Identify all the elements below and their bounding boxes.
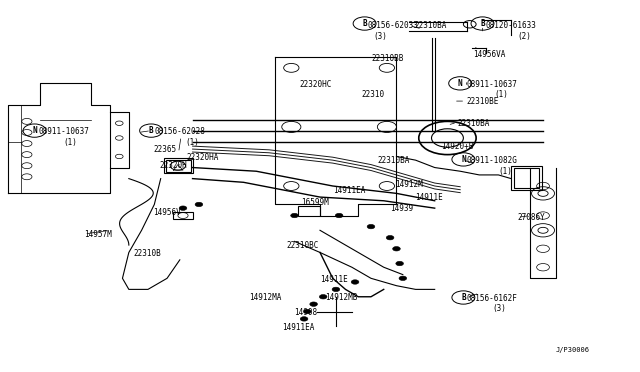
Text: 14911E: 14911E (320, 275, 348, 283)
Text: 08156-6162F: 08156-6162F (467, 294, 517, 303)
Text: 14908: 14908 (294, 308, 317, 317)
Text: (3): (3) (492, 304, 506, 313)
Text: 14911EA: 14911EA (333, 186, 365, 195)
Text: B: B (461, 293, 466, 302)
Text: 08120-61633: 08120-61633 (486, 21, 536, 30)
Circle shape (179, 206, 187, 211)
Text: N: N (458, 79, 463, 88)
Text: 22310B: 22310B (134, 249, 162, 258)
Text: (1): (1) (499, 167, 512, 176)
Text: 27086Y: 27086Y (518, 213, 545, 222)
Bar (173, 212, 193, 219)
Circle shape (332, 287, 340, 292)
Text: N: N (461, 155, 466, 164)
Text: 14911EA: 14911EA (282, 323, 314, 331)
Text: 14957M: 14957M (84, 230, 112, 239)
Circle shape (399, 276, 406, 280)
Text: (1): (1) (64, 138, 77, 147)
Bar (164, 158, 193, 173)
Circle shape (195, 202, 203, 207)
Text: 22310BB: 22310BB (371, 54, 403, 63)
Text: 16599M: 16599M (301, 198, 328, 207)
Circle shape (300, 317, 308, 321)
Text: 22310BA: 22310BA (457, 119, 490, 128)
Text: 22320HA: 22320HA (186, 153, 218, 162)
Bar (511, 166, 541, 190)
Circle shape (335, 213, 343, 218)
Circle shape (393, 247, 400, 251)
Circle shape (367, 224, 375, 229)
Bar (298, 206, 320, 215)
Circle shape (396, 261, 403, 266)
Text: 22310: 22310 (362, 90, 385, 99)
Circle shape (351, 280, 359, 284)
Text: 08911-10637: 08911-10637 (38, 127, 89, 136)
Text: 14956V: 14956V (153, 208, 180, 217)
Text: 22320H: 22320H (159, 161, 187, 170)
Circle shape (303, 310, 311, 314)
Text: 14912MB: 14912MB (325, 293, 358, 302)
Circle shape (291, 213, 298, 218)
Text: 22310BC: 22310BC (287, 241, 319, 250)
Text: B: B (480, 19, 485, 28)
Text: 08156-62033: 08156-62033 (368, 21, 419, 30)
Text: 14956VA: 14956VA (473, 51, 506, 60)
Circle shape (387, 235, 394, 240)
Text: 22310BE: 22310BE (467, 97, 499, 106)
Bar (514, 168, 540, 188)
Text: B: B (149, 126, 154, 135)
Text: 14939: 14939 (390, 203, 413, 213)
Text: (1): (1) (185, 138, 199, 147)
Text: 14920+B: 14920+B (441, 142, 474, 151)
Text: 14911E: 14911E (415, 193, 444, 202)
Text: 08911-10637: 08911-10637 (467, 80, 517, 89)
Text: 08911-1082G: 08911-1082G (467, 156, 517, 166)
Text: (2): (2) (518, 32, 531, 41)
Circle shape (538, 227, 548, 233)
Circle shape (319, 295, 327, 299)
Text: N: N (32, 126, 37, 135)
Circle shape (310, 302, 317, 307)
Bar (166, 160, 191, 172)
Text: J/P30006: J/P30006 (556, 347, 590, 353)
Text: 22310BA: 22310BA (378, 156, 410, 166)
Text: 08156-62028: 08156-62028 (154, 127, 205, 136)
Text: (1): (1) (495, 90, 508, 99)
Text: 22310BA: 22310BA (414, 21, 447, 30)
Text: 14912MA: 14912MA (248, 293, 281, 302)
Text: (3): (3) (373, 32, 387, 41)
Text: B: B (362, 19, 367, 28)
Text: 22365: 22365 (153, 145, 176, 154)
Text: 22320HC: 22320HC (300, 80, 332, 89)
Text: 14912M: 14912M (395, 180, 423, 189)
Circle shape (538, 190, 548, 196)
